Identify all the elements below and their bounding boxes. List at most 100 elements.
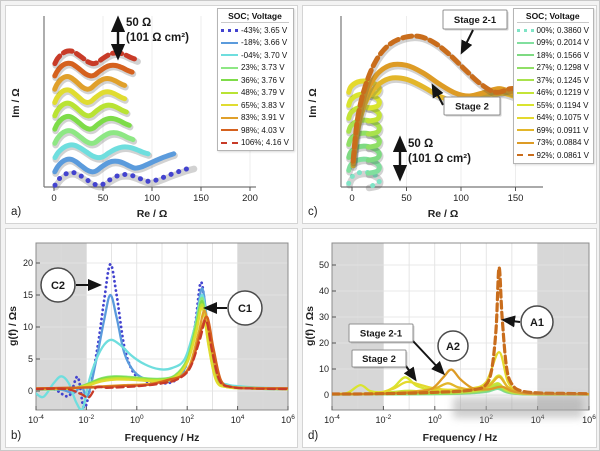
legend-label: 00%; 0.3860 V xyxy=(536,25,589,35)
annotation-box-text: Stage 2 xyxy=(362,354,396,365)
legend-label: 92%; 0.0861 V xyxy=(536,150,589,160)
legend-soc-voltage-a: SOC; Voltage -43%; 3.65 V -18%; 3.66 V -04%… xyxy=(216,8,294,151)
legend-swatch xyxy=(220,54,238,57)
series--18%_3_66_V xyxy=(52,151,177,175)
series-23%_3_73_V xyxy=(52,128,136,146)
legend-swatch xyxy=(516,154,534,157)
legend-label: 98%; 4.03 V xyxy=(240,125,285,135)
legend-entry: 27%; 0.1298 V xyxy=(516,62,589,75)
x-tick-label: 102 xyxy=(180,414,194,425)
panel-a-nyquist: 0 50 100 150 200 Re / Ω Im / Ω a) 50 Ω (101 Ω cm²… xyxy=(5,5,298,224)
legend-entry: 73%; 0.0884 V xyxy=(516,137,589,150)
legend-label: 106%; 4.16 V xyxy=(240,138,289,148)
x-tick-label: 150 xyxy=(508,193,524,204)
legend-label: 27%; 0.1298 V xyxy=(536,63,589,73)
annotation-box xyxy=(348,323,414,343)
legend-entry: 69%; 0.0911 V xyxy=(516,124,589,137)
legend-entry: 37%; 0.1245 V xyxy=(516,74,589,87)
y-axis-label: Im / Ω xyxy=(307,88,319,117)
legend-soc-voltage-c: SOC; Voltage 00%; 0.3860 V 09%; 0.2014 V 18… xyxy=(512,8,594,164)
panel-letter: d) xyxy=(308,430,318,442)
legend-label: 65%; 3.83 V xyxy=(240,100,285,110)
legend-label: 55%; 0.1194 V xyxy=(536,100,589,110)
legend-swatch xyxy=(220,116,238,119)
legend-entry: -04%; 3.70 V xyxy=(220,49,289,62)
legend-label: 73%; 0.0884 V xyxy=(536,138,589,148)
x-tick-label: 100 xyxy=(144,193,160,204)
scale-annotation-text: (101 Ω cm²) xyxy=(408,153,471,165)
y-tick-label: 40 xyxy=(319,286,329,296)
legend-entry: -43%; 3.65 V xyxy=(220,24,289,37)
legend-entry: 36%; 3.76 V xyxy=(220,74,289,87)
series-98%_4_03_V xyxy=(52,60,135,79)
y-tick-label: 5 xyxy=(28,354,33,364)
y-tick-label: 50 xyxy=(319,260,329,270)
legend-entry: 09%; 0.2014 V xyxy=(516,37,589,50)
annotation-circle-text: A2 xyxy=(446,341,460,353)
nyquist-chart-a: 0 50 100 150 200 Re / Ω Im / Ω a) 50 Ω (101 Ω cm²… xyxy=(10,15,258,220)
annotation-box-text: Stage 2-1 xyxy=(360,329,403,340)
x-axis-label: Re / Ω xyxy=(137,208,168,220)
legend-swatch xyxy=(220,28,238,32)
x-axis-label: Re / Ω xyxy=(428,208,459,220)
annotation-circle-text: C2 xyxy=(51,280,65,292)
legend-entry: 92%; 0.0861 V xyxy=(516,149,589,162)
y-tick-label: 15 xyxy=(23,290,33,300)
annotation-circle xyxy=(227,290,263,326)
legend-label: 36%; 3.76 V xyxy=(240,75,285,85)
series-00%_0_3860_V xyxy=(346,169,382,189)
y-tick-label: 0 xyxy=(28,386,33,396)
annotation-arrow xyxy=(460,29,474,55)
legend-label: 09%; 0.2014 V xyxy=(536,38,589,48)
legend-swatch xyxy=(516,141,534,144)
legend-label: 69%; 0.0911 V xyxy=(536,125,589,135)
legend-label: -18%; 3.66 V xyxy=(240,38,288,48)
panel-b-drt: 10-4 10-2 100 102 104 106 0 5 10 15 20 Frequency / … xyxy=(5,228,298,448)
legend-label: 23%; 3.73 V xyxy=(240,63,285,73)
legend-entry: 46%; 0.1219 V xyxy=(516,87,589,100)
legend-title: SOC; Voltage xyxy=(516,11,589,23)
y-tick-label: 30 xyxy=(319,312,329,322)
legend-swatch xyxy=(516,41,534,44)
legend-swatch xyxy=(516,116,534,119)
series-73%_0_0884_V xyxy=(350,61,515,166)
annotation-arrow xyxy=(403,365,417,382)
series-92%_0_0861_V xyxy=(332,265,589,396)
legend-swatch xyxy=(516,54,534,57)
legend-label: 83%; 3.91 V xyxy=(240,113,285,123)
legend-label: -04%; 3.70 V xyxy=(240,50,288,60)
series-65%_3_83_V xyxy=(36,306,288,391)
series-48%_3_79_V xyxy=(52,100,129,119)
legend-swatch xyxy=(516,79,534,82)
x-tick-label: 106 xyxy=(582,414,596,425)
x-tick-label: 10-2 xyxy=(376,414,392,425)
series--43%_3_65_V xyxy=(52,164,196,188)
legend-entry: 48%; 3.79 V xyxy=(220,87,289,100)
legend-swatch xyxy=(220,66,238,69)
x-tick-label: 0 xyxy=(51,193,56,204)
legend-label: 18%; 0.1566 V xyxy=(536,50,589,60)
legend-label: 48%; 3.79 V xyxy=(240,88,285,98)
blurred-watermark xyxy=(453,397,583,418)
series-92%_0_0861_V xyxy=(350,33,525,164)
series-83%_3_91_V xyxy=(52,74,128,92)
legend-swatch xyxy=(516,104,534,107)
annotation-circle-text: C1 xyxy=(238,303,252,315)
scale-annotation-text: 50 Ω xyxy=(126,17,151,29)
legend-swatch xyxy=(220,91,238,94)
legend-swatch xyxy=(516,91,534,94)
legend-label: 46%; 0.1219 V xyxy=(536,88,589,98)
x-tick-label: 100 xyxy=(130,414,144,425)
annotation-circle xyxy=(437,330,469,362)
series-106%_4_16_V xyxy=(36,319,288,399)
x-tick-label: 100 xyxy=(453,193,469,204)
x-tick-label: 0 xyxy=(349,193,354,204)
panel-letter: c) xyxy=(308,206,318,218)
y-axis-label: Im / Ω xyxy=(10,88,22,117)
x-tick-label: 10-4 xyxy=(324,414,340,425)
legend-swatch xyxy=(220,141,238,144)
y-tick-label: 0 xyxy=(324,390,329,400)
y-tick-label: 10 xyxy=(23,322,33,332)
legend-swatch xyxy=(516,28,534,32)
panel-c-nyquist: 0 50 100 150 Re / Ω Im / Ω c) 50 Ω (101 Ω cm²) St… xyxy=(302,5,597,224)
